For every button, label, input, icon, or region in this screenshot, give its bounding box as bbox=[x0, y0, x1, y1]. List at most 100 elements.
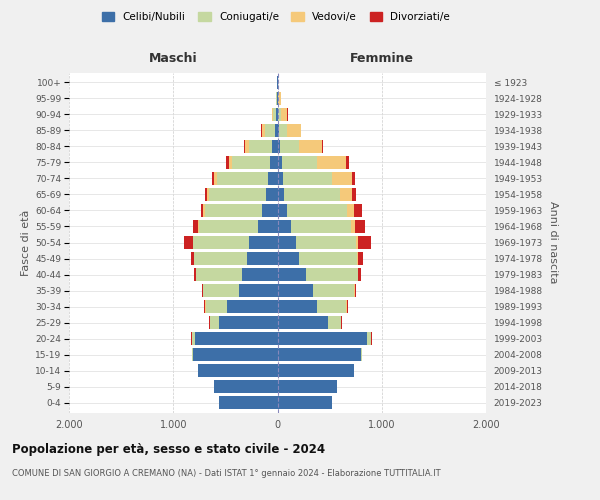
Y-axis label: Fasce di età: Fasce di età bbox=[21, 210, 31, 276]
Bar bbox=[299, 252, 357, 265]
Bar bbox=[274, 108, 276, 121]
Bar bbox=[280, 140, 299, 153]
Bar bbox=[277, 316, 328, 330]
Bar bbox=[340, 188, 352, 201]
Legend: Celibi/Nubili, Coniugati/e, Vedovi/e, Divorziati/e: Celibi/Nubili, Coniugati/e, Vedovi/e, Di… bbox=[98, 8, 454, 26]
Bar bbox=[212, 172, 214, 185]
Bar bbox=[205, 188, 207, 201]
Bar bbox=[317, 300, 346, 313]
Bar bbox=[202, 284, 203, 297]
Bar bbox=[247, 252, 277, 265]
Bar bbox=[352, 188, 356, 201]
Bar bbox=[229, 156, 232, 169]
Bar bbox=[207, 188, 209, 201]
Bar bbox=[199, 220, 257, 233]
Bar bbox=[355, 220, 365, 233]
Bar bbox=[193, 348, 277, 362]
Bar bbox=[198, 364, 277, 378]
Bar bbox=[351, 220, 355, 233]
Bar bbox=[277, 220, 290, 233]
Bar bbox=[352, 172, 355, 185]
Bar bbox=[278, 108, 281, 121]
Bar bbox=[299, 140, 322, 153]
Bar bbox=[277, 108, 278, 121]
Bar bbox=[358, 268, 361, 281]
Bar bbox=[322, 140, 323, 153]
Bar bbox=[356, 236, 358, 249]
Bar bbox=[313, 284, 354, 297]
Bar bbox=[281, 108, 287, 121]
Bar bbox=[277, 124, 280, 137]
Bar bbox=[226, 156, 229, 169]
Bar bbox=[287, 204, 347, 217]
Bar bbox=[358, 252, 363, 265]
Bar bbox=[205, 204, 262, 217]
Bar bbox=[210, 316, 219, 330]
Bar bbox=[184, 236, 193, 249]
Bar bbox=[277, 140, 280, 153]
Bar bbox=[277, 348, 361, 362]
Bar bbox=[262, 124, 265, 137]
Bar bbox=[219, 396, 277, 409]
Bar bbox=[192, 332, 195, 345]
Y-axis label: Anni di nascita: Anni di nascita bbox=[548, 201, 559, 283]
Bar bbox=[272, 108, 274, 121]
Bar bbox=[277, 364, 353, 378]
Bar bbox=[191, 252, 194, 265]
Bar bbox=[277, 188, 284, 201]
Bar bbox=[272, 140, 277, 153]
Bar bbox=[257, 220, 277, 233]
Bar bbox=[277, 284, 313, 297]
Bar bbox=[268, 172, 277, 185]
Bar bbox=[280, 124, 287, 137]
Bar bbox=[203, 204, 205, 217]
Bar bbox=[275, 124, 277, 137]
Bar bbox=[282, 156, 317, 169]
Text: Maschi: Maschi bbox=[149, 52, 197, 66]
Text: Femmine: Femmine bbox=[350, 52, 414, 66]
Text: Popolazione per età, sesso e stato civile - 2024: Popolazione per età, sesso e stato civil… bbox=[12, 442, 325, 456]
Bar bbox=[232, 156, 270, 169]
Bar bbox=[239, 284, 277, 297]
Bar bbox=[227, 300, 277, 313]
Bar bbox=[284, 188, 340, 201]
Bar bbox=[277, 252, 299, 265]
Bar bbox=[244, 140, 245, 153]
Bar bbox=[277, 332, 367, 345]
Bar bbox=[278, 92, 281, 104]
Bar bbox=[193, 236, 250, 249]
Bar bbox=[217, 172, 268, 185]
Bar bbox=[277, 236, 296, 249]
Bar bbox=[249, 140, 272, 153]
Bar bbox=[283, 172, 332, 185]
Bar bbox=[206, 300, 227, 313]
Bar bbox=[262, 204, 277, 217]
Bar bbox=[296, 236, 356, 249]
Bar bbox=[277, 172, 283, 185]
Bar bbox=[277, 204, 287, 217]
Bar bbox=[317, 156, 346, 169]
Bar bbox=[367, 332, 371, 345]
Bar bbox=[355, 284, 356, 297]
Bar bbox=[219, 316, 277, 330]
Bar bbox=[250, 236, 277, 249]
Bar bbox=[347, 204, 355, 217]
Bar bbox=[277, 268, 305, 281]
Bar bbox=[270, 156, 277, 169]
Bar bbox=[277, 156, 282, 169]
Bar bbox=[242, 268, 277, 281]
Bar bbox=[192, 348, 193, 362]
Bar bbox=[214, 172, 217, 185]
Bar bbox=[193, 220, 199, 233]
Bar bbox=[266, 188, 277, 201]
Bar bbox=[328, 316, 341, 330]
Bar bbox=[305, 268, 358, 281]
Bar bbox=[196, 268, 242, 281]
Text: COMUNE DI SAN GIORGIO A CREMANO (NA) - Dati ISTAT 1° gennaio 2024 - Elaborazione: COMUNE DI SAN GIORGIO A CREMANO (NA) - D… bbox=[12, 469, 440, 478]
Bar bbox=[287, 124, 301, 137]
Bar bbox=[194, 268, 196, 281]
Bar bbox=[277, 300, 317, 313]
Bar bbox=[277, 380, 337, 394]
Bar bbox=[276, 92, 277, 104]
Bar bbox=[277, 396, 332, 409]
